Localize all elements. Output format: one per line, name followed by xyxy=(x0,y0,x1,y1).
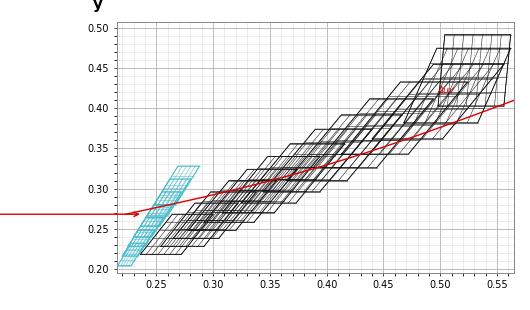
Text: Δuv: Δuv xyxy=(438,86,455,95)
Text: y: y xyxy=(93,0,103,12)
Text: White Light Region defined by CIE: White Light Region defined by CIE xyxy=(0,210,138,219)
